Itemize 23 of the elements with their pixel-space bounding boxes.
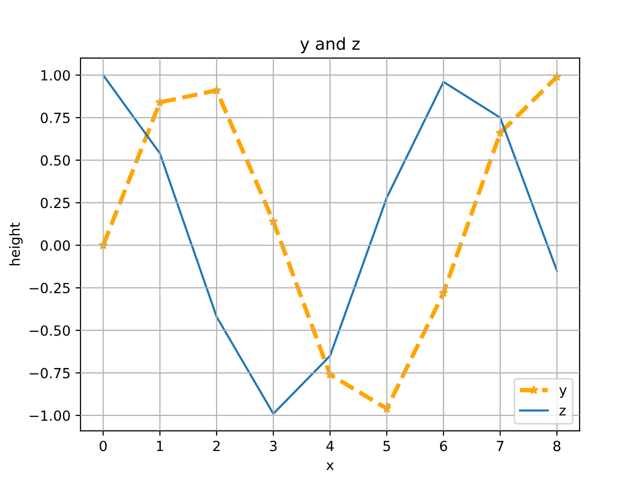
x-tick-label: 0 [100, 440, 107, 452]
x-tick-label: 8 [553, 440, 560, 452]
chart-title: y and z [300, 37, 360, 54]
y-tick-label: −0.75 [30, 368, 70, 378]
y-axis-title: height [9, 222, 23, 266]
x-axis-title: x [326, 462, 334, 470]
x-tick-label: 5 [383, 440, 390, 452]
y-tick-label: −1.00 [30, 410, 70, 421]
y-tick-label: 1.00 [41, 70, 70, 81]
y-tick-label: −0.50 [30, 325, 70, 336]
legend-label: z [559, 408, 566, 416]
y-tick-label: 0.00 [40, 240, 70, 251]
x-tick-label: 4 [326, 440, 334, 452]
y-tick-label: 0.50 [40, 155, 70, 166]
legend-label: y [559, 387, 567, 398]
x-tick-label: 7 [496, 440, 504, 452]
y-tick-label: 0.75 [40, 112, 70, 124]
x-tick-label: 1 [157, 440, 164, 452]
x-tick-label: 6 [440, 440, 448, 452]
y-tick-label: −0.25 [30, 282, 70, 294]
x-tick-label: 2 [213, 440, 220, 452]
x-tick-label: 3 [270, 440, 277, 452]
y-tick-label: 0.25 [40, 198, 70, 208]
